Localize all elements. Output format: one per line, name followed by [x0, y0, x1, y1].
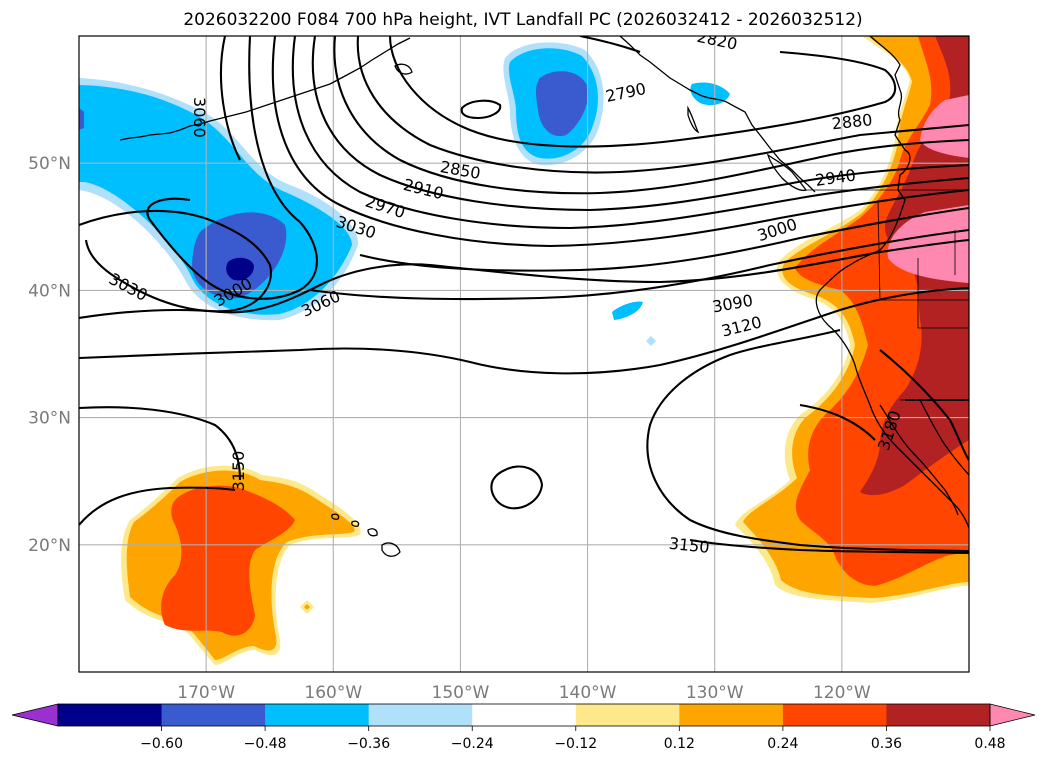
lon-tick-label: 140°W	[559, 683, 617, 703]
contour-2850	[356, 36, 969, 174]
contour-3090	[79, 286, 969, 375]
contour-2880	[333, 36, 969, 195]
coastline-gulf-california	[919, 399, 969, 476]
lon-tick-label: 120°W	[813, 683, 871, 703]
colorbar-segment	[161, 704, 266, 726]
coastline-hawaii-maui	[367, 528, 378, 537]
contour-3150-east	[689, 538, 969, 555]
lat-tick-label: 50°N	[28, 154, 71, 174]
lon-tick-label: 170°W	[177, 683, 235, 703]
ivt-region-west-navy	[226, 257, 254, 281]
contour-2910	[311, 36, 969, 212]
coastline-alaska-southeast	[619, 36, 701, 96]
contour-label: 3060	[190, 97, 209, 138]
ivt-region-dot	[646, 336, 656, 346]
colorbar-tick-label: −0.12	[554, 736, 597, 752]
lat-tick-label: 30°N	[28, 409, 71, 429]
ivt-fill-layer	[79, 36, 969, 665]
colorbar-tick-label: −0.60	[140, 736, 183, 752]
coastline-hawaii-kauai	[331, 513, 340, 520]
contour-3060	[79, 238, 969, 320]
colorbar-segment	[575, 704, 680, 726]
coastline-aleutians	[119, 83, 331, 141]
longitude-labels: 170°W 160°W 150°W 140°W 130°W 120°W	[177, 683, 871, 703]
contour-label: 3150	[229, 451, 248, 492]
contour-3180	[879, 349, 969, 461]
colorbar-extend-high	[989, 703, 1036, 727]
height-contours	[79, 36, 969, 555]
colorbar-frame	[57, 703, 991, 727]
contour-3000	[146, 36, 318, 300]
contour-3150-inner	[799, 403, 876, 441]
contour-2790	[388, 36, 897, 148]
map-frame	[78, 35, 970, 673]
contour-label: 2880	[831, 110, 873, 133]
contour-high-closed	[490, 465, 544, 510]
colorbar-segment	[368, 704, 473, 726]
lon-tick-label: 130°W	[686, 683, 744, 703]
contour-low-closed	[460, 99, 502, 120]
border-state-2	[917, 258, 969, 329]
coastline-alaska-peninsula	[329, 37, 411, 85]
colorbar-tick-label: −0.48	[244, 736, 287, 752]
ivt-region-west-edge	[79, 108, 84, 130]
ivt-region-west-blue	[192, 212, 287, 299]
latitude-labels: 50°N 40°N 30°N 20°N	[28, 154, 71, 556]
contour-2940	[291, 36, 969, 230]
colorbar-segment	[886, 704, 991, 726]
colorbar-tick-label: −0.24	[451, 736, 494, 752]
contour-3030-east	[309, 228, 969, 301]
colorbar: −0.60 −0.48 −0.36 −0.24 −0.12 0.12 0.24 0.36 0.4…	[11, 703, 1036, 752]
coastline-baja	[879, 404, 959, 516]
lon-tick-label: 160°W	[304, 683, 362, 703]
ivt-region-hawaii-dot-core	[304, 604, 310, 610]
colorbar-tick-label: 0.36	[871, 736, 902, 752]
coastline-north-america	[815, 36, 969, 529]
colorbar-segment	[782, 704, 887, 726]
coastline-hawaii-oahu	[351, 520, 360, 527]
lon-tick-label: 150°W	[432, 683, 490, 703]
ivt-region-hawaii-red	[161, 485, 295, 636]
colorbar-tick-label: 0.24	[767, 736, 798, 752]
ivt-region-ne-pacific-small	[612, 301, 643, 320]
colorbar-tick-label: −0.36	[347, 736, 390, 752]
lat-tick-label: 20°N	[28, 536, 71, 556]
lat-tick-label: 40°N	[28, 281, 71, 301]
colorbar-segment	[679, 704, 784, 726]
ivt-region-goa-blue	[536, 71, 589, 137]
colorbar-tick-label: 0.12	[664, 736, 695, 752]
coastline-haida-gwaii	[687, 105, 700, 134]
colorbar-segment	[472, 704, 577, 726]
coastline-bc-islands	[699, 94, 816, 193]
contour-3150-west	[79, 486, 236, 526]
contour-3120	[79, 328, 969, 553]
colorbar-extend-low	[11, 703, 59, 727]
contour-2970	[271, 36, 969, 248]
contour-label: 3150	[668, 534, 710, 557]
contour-2790-north	[579, 36, 641, 53]
contour-3030	[79, 209, 272, 313]
ivt-region-west-cyan	[79, 85, 352, 315]
contour-3060-west	[219, 36, 241, 161]
figure-title: 2026032200 F084 700 hPa height, IVT Land…	[183, 10, 862, 30]
colorbar-segment	[58, 704, 163, 726]
coastline-hawaii-big-island	[381, 542, 401, 557]
coastlines	[119, 36, 969, 557]
colorbar-tick-label: 0.48	[974, 736, 1005, 752]
colorbar-segment	[265, 704, 370, 726]
